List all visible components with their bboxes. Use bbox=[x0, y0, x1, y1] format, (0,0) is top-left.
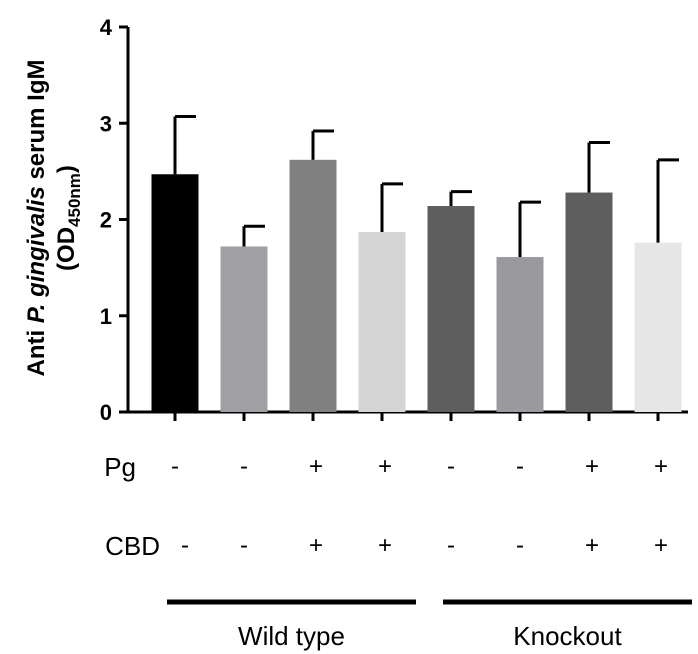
group-label: Knockout bbox=[513, 621, 622, 651]
factor-cell: + bbox=[585, 532, 599, 559]
y-axis-label: Anti P. gingivalis serum IgM(OD450nm) bbox=[23, 60, 84, 377]
y-tick-label: 4 bbox=[100, 15, 113, 40]
bar bbox=[566, 193, 613, 412]
bar bbox=[221, 246, 268, 412]
factor-cell: + bbox=[585, 453, 599, 480]
y-tick-label: 3 bbox=[100, 111, 112, 136]
group-label: Wild type bbox=[238, 621, 345, 651]
y-tick-label: 1 bbox=[100, 304, 112, 329]
factor-table: Pg - - + + - - + +CBD - - + + - - + + bbox=[104, 452, 668, 561]
factor-label: Pg bbox=[104, 452, 136, 482]
bars bbox=[152, 117, 682, 412]
bar bbox=[359, 232, 406, 412]
y-axis-title-subscript: 450nm bbox=[65, 173, 84, 227]
factor-cell: - bbox=[240, 453, 248, 480]
bar bbox=[428, 206, 475, 412]
factor-cell: + bbox=[309, 453, 323, 480]
y-tick-label: 0 bbox=[100, 400, 112, 425]
y-axis-title-line2: (OD450nm) bbox=[53, 165, 84, 271]
factor-cell: - bbox=[447, 453, 455, 480]
bar bbox=[152, 174, 199, 412]
factor-cell: - bbox=[240, 532, 248, 559]
bar bbox=[497, 257, 544, 412]
factor-cell: + bbox=[654, 453, 668, 480]
factor-cell: + bbox=[654, 532, 668, 559]
factor-cell: - bbox=[447, 532, 455, 559]
factor-cell: - bbox=[171, 453, 179, 480]
y-axis-title-suffix: serum IgM bbox=[23, 60, 50, 187]
y-axis-title-close: ) bbox=[53, 165, 80, 173]
factor-label: CBD bbox=[105, 531, 160, 561]
factor-cell: - bbox=[516, 453, 524, 480]
bar bbox=[290, 160, 337, 412]
group-labels: Wild type Knockout bbox=[167, 602, 692, 651]
y-axis-title: Anti P. gingivalis serum IgM(OD450nm) bbox=[23, 60, 84, 377]
factor-cell: - bbox=[516, 532, 524, 559]
y-axis-title-italic: P. gingivalis bbox=[23, 186, 50, 323]
y-axis-title-line1: Anti P. gingivalis serum IgM bbox=[23, 60, 50, 377]
factor-cell: + bbox=[378, 453, 392, 480]
factor-cell: + bbox=[378, 532, 392, 559]
factor-cell: + bbox=[309, 532, 323, 559]
bar bbox=[635, 243, 682, 412]
y-axis-title-prefix: Anti bbox=[23, 323, 50, 376]
y-tick-label: 2 bbox=[100, 208, 112, 233]
y-axis-title-open: (OD bbox=[53, 227, 80, 271]
factor-cell: - bbox=[181, 532, 189, 559]
